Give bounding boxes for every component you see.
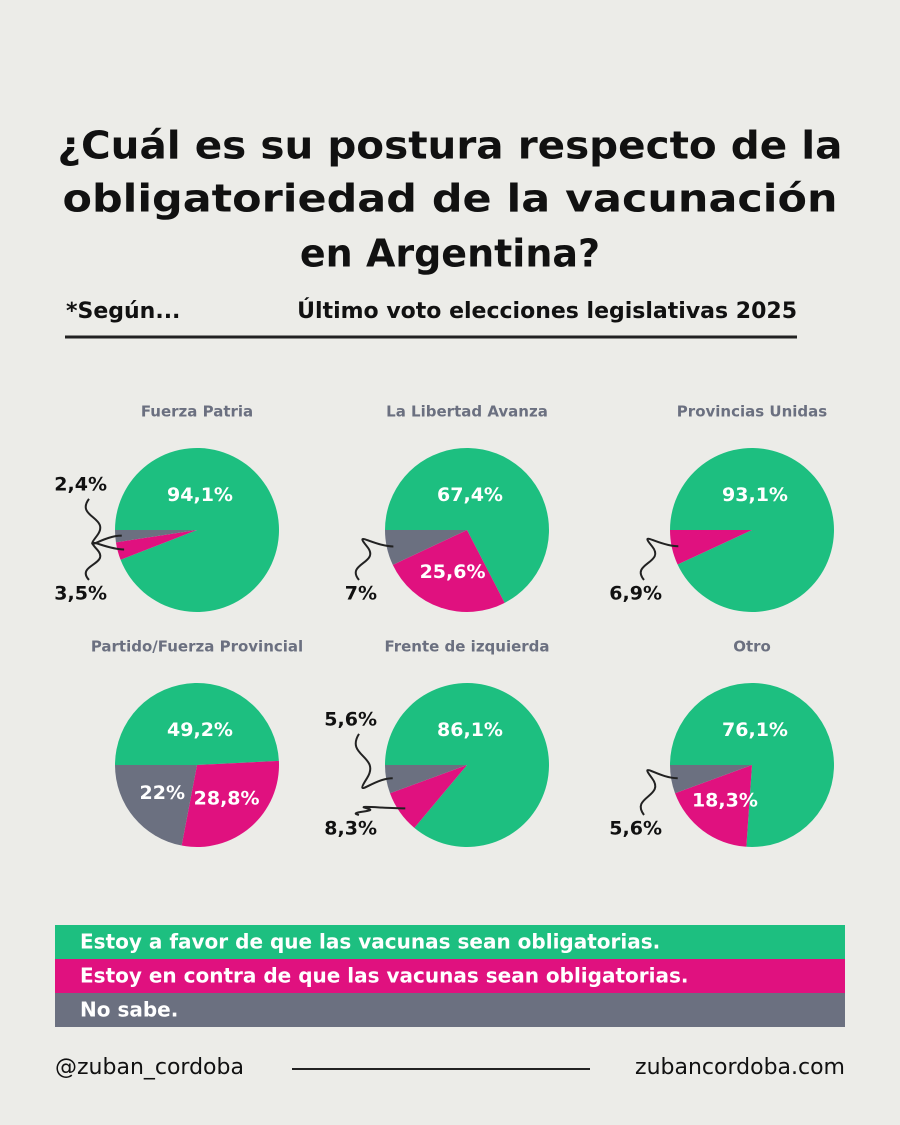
value-label: 28,8% <box>194 788 260 810</box>
legend-swatch <box>55 993 845 1027</box>
legend-label: Estoy a favor de que las vacunas sean ob… <box>80 930 660 954</box>
legend: Estoy a favor de que las vacunas sean ob… <box>55 925 845 1027</box>
value-label: 7% <box>345 582 377 604</box>
pie-slice <box>115 530 197 560</box>
subtitle: Último voto elecciones legislativas 2025 <box>297 298 797 324</box>
pies: Fuerza Patria 94,1% 3,5% 2,4% La Libertad Av… <box>54 403 835 847</box>
value-label: 5,6% <box>324 708 377 730</box>
leader-line <box>639 769 678 816</box>
value-label: 8,3% <box>324 817 377 839</box>
value-label: 6,9% <box>609 582 662 604</box>
pie-slice <box>181 760 279 847</box>
value-label: 94,1% <box>167 484 233 506</box>
footer-handle: @zuban_cordoba <box>55 1055 244 1080</box>
pie-slice <box>115 530 197 543</box>
value-label: 25,6% <box>420 561 486 583</box>
pie-slice <box>392 530 505 612</box>
legend-swatch <box>55 925 845 959</box>
leader-line <box>84 498 122 545</box>
pie-slice <box>670 530 752 565</box>
title-line: ¿Cuál es su postura respecto de la <box>58 124 843 168</box>
leader-line <box>639 537 679 581</box>
legend-label: Estoy en contra de que las vacunas sean … <box>80 964 689 988</box>
pie-slice <box>670 765 752 794</box>
pie-title: La Libertad Avanza <box>386 403 548 421</box>
leader-line <box>354 805 406 816</box>
pie-slice <box>115 448 279 612</box>
value-label: 67,4% <box>437 484 503 506</box>
value-label: 18,3% <box>692 790 758 812</box>
value-label: 3,5% <box>54 582 107 604</box>
value-label: 49,2% <box>167 719 233 741</box>
leader-line <box>354 538 394 581</box>
value-label: 93,1% <box>722 484 788 506</box>
pie-slice <box>385 765 467 794</box>
subtitle-prefix: *Según... <box>66 299 180 324</box>
pie-slice <box>115 765 197 846</box>
pie-title: Partido/Fuerza Provincial <box>91 638 303 656</box>
pie-slice <box>385 448 549 603</box>
pie-slice <box>675 765 752 847</box>
pie-slice <box>385 682 549 847</box>
leader-line <box>354 733 393 790</box>
value-label: 5,6% <box>609 817 662 839</box>
value-label: 76,1% <box>722 719 788 741</box>
pie-title: Fuerza Patria <box>141 403 253 421</box>
legend-swatch <box>55 959 845 993</box>
pie-slice <box>385 530 467 565</box>
pie-title: Provincias Unidas <box>677 403 827 421</box>
value-label: 2,4% <box>54 473 107 495</box>
title-line: en Argentina? <box>300 232 600 276</box>
pie-title: Otro <box>733 638 771 656</box>
pie-slice <box>115 683 279 765</box>
value-label: 86,1% <box>437 719 503 741</box>
pie-title: Frente de izquierda <box>384 638 549 656</box>
pie-slice <box>390 765 467 828</box>
leader-line <box>84 541 125 581</box>
value-label: 22% <box>140 782 185 804</box>
title-line: obligatoriedad de la vacunación <box>63 177 838 221</box>
legend-label: No sabe. <box>80 998 178 1022</box>
footer-site: zubancordoba.com <box>635 1055 845 1080</box>
